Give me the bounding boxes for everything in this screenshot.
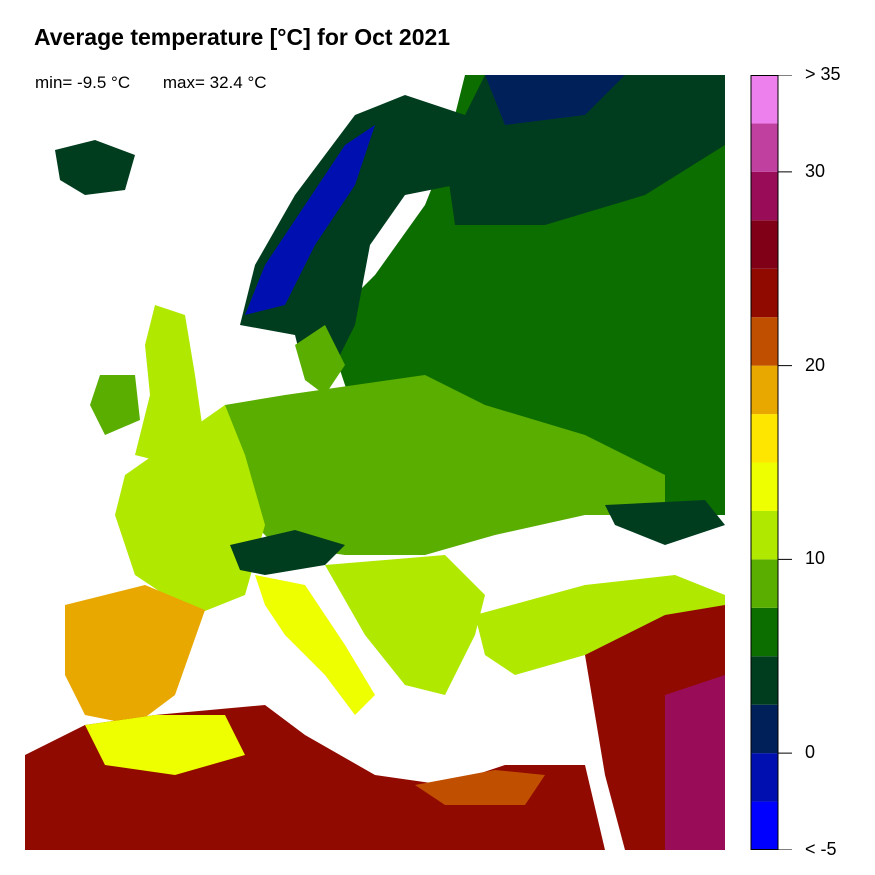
- region-caucasus: [605, 500, 725, 545]
- region-scandinavia: [240, 95, 465, 385]
- temperature-map: [25, 75, 725, 850]
- legend-swatch: [751, 123, 778, 172]
- region-iberia: [65, 585, 205, 725]
- legend-swatch: [751, 510, 778, 560]
- region-libya-coast: [415, 770, 545, 805]
- legend-swatch: [751, 753, 778, 802]
- min-value: min= -9.5 °C: [35, 73, 131, 92]
- color-legend: [750, 75, 792, 850]
- legend-tick-label: 20: [805, 354, 826, 375]
- region-alps: [230, 530, 345, 575]
- legend-swatch: [751, 607, 778, 657]
- region-ireland: [90, 375, 140, 435]
- legend-swatch: [751, 462, 778, 511]
- legend-tick-label: 0: [805, 742, 816, 763]
- legend-tick-label: > 35: [805, 64, 841, 84]
- region-balkans: [325, 555, 485, 695]
- legend-swatch: [751, 414, 778, 463]
- legend-tick-label: 10: [805, 548, 826, 569]
- region-turkey: [475, 575, 725, 675]
- legend-swatch: [751, 704, 778, 754]
- legend-tick-label: < -5: [805, 839, 837, 859]
- legend-swatch: [751, 75, 778, 124]
- legend-tick-label: 30: [805, 160, 826, 181]
- region-arctic-coast: [485, 75, 625, 125]
- region-south-sweden: [295, 325, 345, 395]
- legend-swatch: [751, 801, 778, 850]
- region-atlas: [85, 715, 245, 775]
- region-arabia-hot: [665, 675, 725, 850]
- legend-swatch: [751, 171, 778, 221]
- max-value: max= 32.4 °C: [162, 73, 267, 92]
- region-iceland: [55, 140, 135, 195]
- legend-swatch: [751, 656, 778, 705]
- legend-frame: [750, 75, 779, 850]
- legend-swatch: [751, 220, 778, 269]
- legend-swatch: [751, 365, 778, 415]
- region-italy: [255, 575, 375, 715]
- legend-swatch: [751, 559, 778, 608]
- region-britain: [135, 305, 205, 465]
- region-central-europe: [225, 375, 665, 555]
- min-max-stats: min= -9.5 °C max= 32.4 °C: [33, 73, 269, 93]
- legend-swatch: [751, 268, 778, 318]
- region-norway-mountains: [245, 125, 375, 315]
- legend-swatch: [751, 317, 778, 366]
- map-title: Average temperature [°C] for Oct 2021: [34, 24, 451, 50]
